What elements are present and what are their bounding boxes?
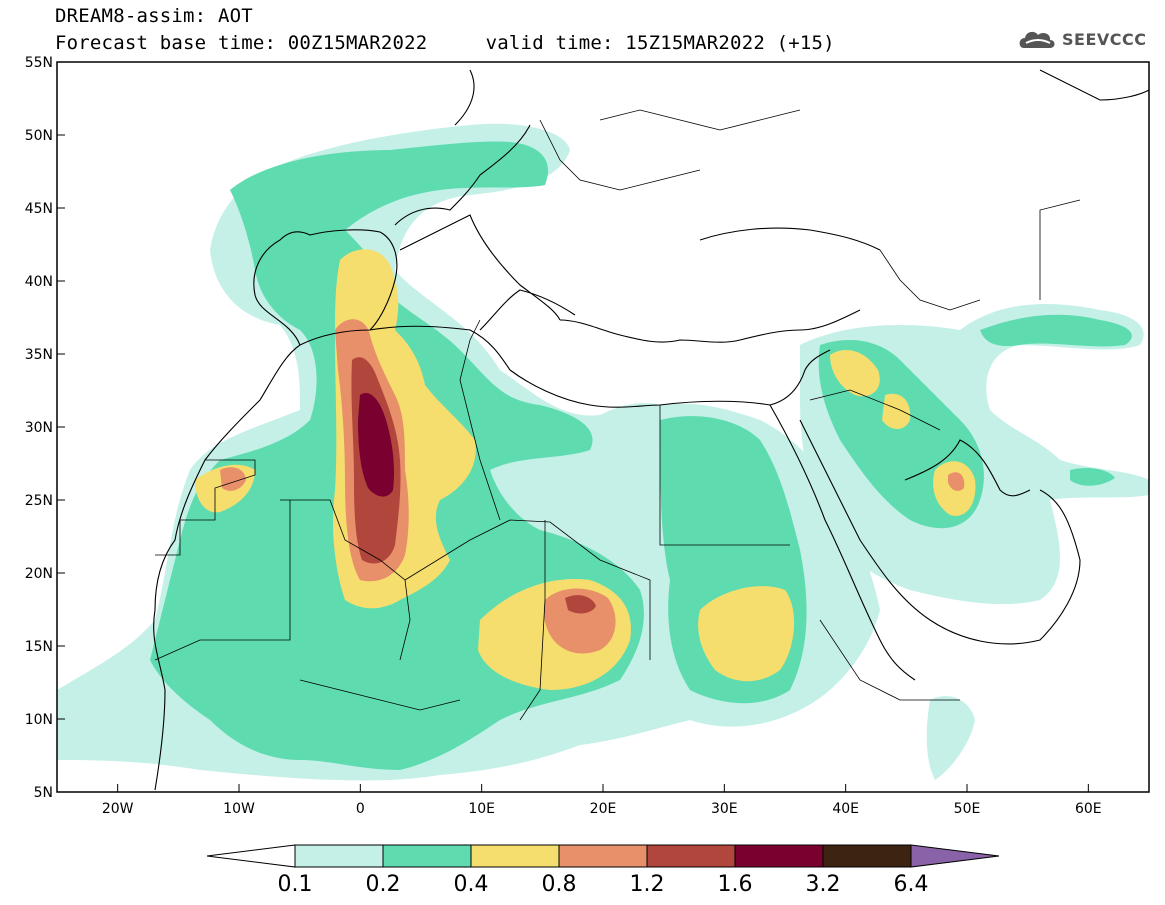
lon-tick-label: 20W (102, 801, 134, 817)
lat-tick-label: 45N (25, 201, 53, 217)
aot-level-1-6 (358, 392, 395, 497)
lat-tick-label: 10N (25, 712, 53, 728)
lon-tick-label: 60E (1075, 801, 1102, 817)
colorbar-label: 1.2 (630, 872, 665, 897)
colorbar-label: 3.2 (806, 872, 841, 897)
colorbar-label: 0.4 (454, 872, 489, 897)
colorbar-swatch (294, 844, 384, 868)
aot-level-1-2 (351, 357, 596, 614)
coastlines (153, 69, 1149, 791)
aot-level-0-1 (57, 123, 1149, 781)
colorbar-low-extension (206, 844, 296, 868)
aot-level-0-4 (195, 249, 976, 690)
seevccc-logo (1019, 31, 1055, 48)
axis-tick-labels: 20W 10W 0 10E 20E 30E 40E 50E 60E 55N 50N 45N 40N 35N… (25, 55, 1102, 817)
colorbar-label: 0.1 (278, 872, 313, 897)
country-borders (154, 109, 1081, 721)
lon-tick-label: 30E (711, 801, 738, 817)
map-subtitle: Forecast base time: 00Z15MAR2022 valid t… (55, 32, 835, 54)
lat-tick-label: 40N (25, 274, 53, 290)
lat-tick-label: 25N (25, 493, 53, 509)
aot-level-0-2 (150, 141, 1132, 770)
aot-contours (57, 69, 1149, 791)
lon-tick-label: 40E (832, 801, 859, 817)
lon-tick-label: 0 (356, 801, 365, 817)
lon-tick-label: 10E (468, 801, 495, 817)
axis-ticks (57, 61, 1089, 793)
lat-tick-label: 30N (25, 420, 53, 436)
colorbar-label: 6.4 (894, 872, 929, 897)
lon-tick-label: 10W (223, 801, 255, 817)
colorbar-swatch (382, 844, 472, 868)
colorbar-swatch (734, 844, 824, 868)
lat-tick-label: 15N (25, 639, 53, 655)
logo-text: SEEVCCC (1062, 30, 1147, 49)
colorbar-swatch (822, 844, 912, 868)
colorbar-label: 1.6 (718, 872, 753, 897)
lon-tick-label: 20E (590, 801, 617, 817)
lat-tick-label: 20N (25, 566, 53, 582)
colorbar-swatch (470, 844, 560, 868)
colorbar-label: 0.8 (542, 872, 577, 897)
lon-tick-label: 50E (954, 801, 981, 817)
lat-tick-label: 5N (34, 785, 53, 801)
colorbar: 0.1 0.2 0.4 0.8 1.2 1.6 3.2 6.4 (206, 844, 1000, 897)
aot-level-0-8 (220, 319, 965, 654)
map-title: DREAM8-assim: AOT (55, 5, 253, 27)
plot-frame (56, 61, 1150, 793)
lat-tick-label: 35N (25, 347, 53, 363)
colorbar-label: 0.2 (366, 872, 401, 897)
colorbar-high-extension (910, 844, 1000, 868)
lat-tick-label: 50N (25, 128, 53, 144)
lat-tick-label: 55N (25, 55, 53, 71)
colorbar-swatch (646, 844, 736, 868)
colorbar-swatch (558, 844, 648, 868)
